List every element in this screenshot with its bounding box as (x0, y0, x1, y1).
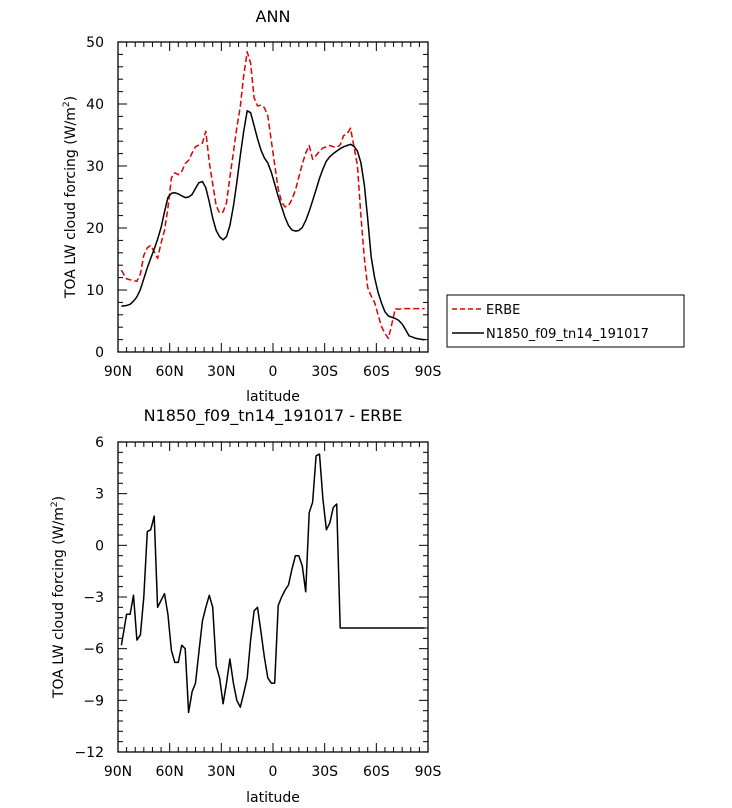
top-x-tick-label: 90S (415, 364, 442, 380)
bottom-y-tick-label: −6 (83, 642, 104, 658)
top-chart-title: ANN (256, 7, 291, 26)
top-series-line-n1850-f09-tn14-191017 (121, 110, 425, 341)
bottom-y-tick-label: −3 (83, 590, 104, 606)
legend-entry-model: N1850_f09_tn14_191017 (486, 327, 649, 342)
bottom-x-tick-label: 30S (311, 764, 338, 780)
top-x-tick-label: 60N (156, 364, 184, 380)
top-y-tick-label: 40 (86, 97, 104, 113)
bottom-panel: N1850_f09_tn14_191017 - ERBE 90N 60N 30N 0 3… (50, 406, 441, 806)
top-x-axis-label: latitude (246, 389, 300, 405)
bottom-y-tick-label: 3 (95, 487, 104, 503)
top-y-tick-label: 30 (86, 159, 104, 175)
bottom-y-tick-label: −9 (83, 693, 104, 709)
bottom-chart-title: N1850_f09_tn14_191017 - ERBE (144, 406, 403, 426)
bottom-x-tick-label: 0 (269, 764, 278, 780)
top-series-line-erbe (120, 51, 425, 340)
bottom-y-tick-label: 6 (95, 435, 104, 451)
top-x-tick-label: 30S (311, 364, 338, 380)
legend-box (446, 294, 685, 348)
bottom-x-tick-label: 90N (104, 764, 132, 780)
top-x-tick-label: 0 (269, 364, 278, 380)
bottom-y-tick-label: 0 (95, 538, 104, 554)
top-x-tick-label: 60S (363, 364, 390, 380)
top-x-tick-label: 90N (104, 364, 132, 380)
top-panel: ANN 90N 60N 30N 0 30S 60S 90S 0 10 20 30 40 50 latit… (62, 7, 685, 405)
bottom-x-tick-label: 60S (363, 764, 390, 780)
top-y-axis-label: TOA LW cloud forcing (W/m2) (62, 96, 79, 299)
top-y-tick-label: 20 (86, 221, 104, 237)
bottom-x-tick-label: 30N (207, 764, 235, 780)
top-y-tick-label: 0 (95, 345, 104, 361)
top-legend: ERBE N1850_f09_tn14_191017 (446, 294, 685, 348)
legend-entry-erbe: ERBE (486, 303, 520, 318)
top-y-tick-label: 50 (86, 35, 104, 51)
bottom-x-tick-label: 90S (415, 764, 442, 780)
top-plot-frame (117, 41, 429, 353)
bottom-series-line-0 (120, 453, 425, 714)
bottom-x-axis-label: latitude (246, 790, 300, 806)
top-y-tick-label: 10 (86, 283, 104, 299)
bottom-y-axis-label: TOA LW cloud forcing (W/m2) (50, 496, 67, 699)
top-x-tick-label: 30N (207, 364, 235, 380)
bottom-x-tick-label: 60N (156, 764, 184, 780)
bottom-y-tick-label: −12 (74, 745, 104, 761)
